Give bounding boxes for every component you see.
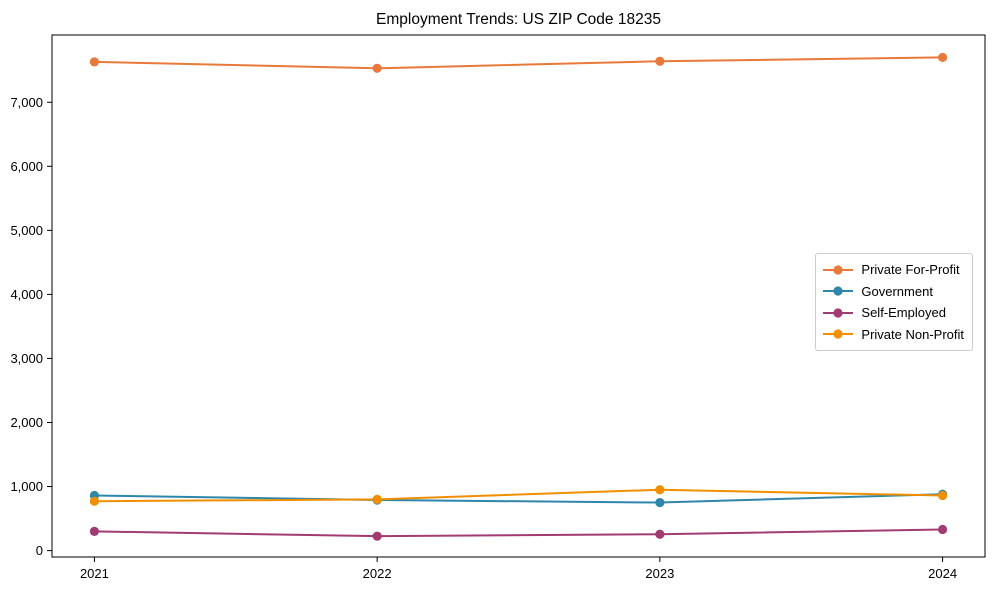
legend-marker-icon: [823, 265, 854, 275]
legend-label: Self-Employed: [861, 305, 946, 321]
y-tick-label: 6,000: [10, 159, 43, 174]
data-point-self-employed-2023: [655, 529, 665, 539]
legend-item: Private Non-Profit: [823, 324, 964, 346]
y-tick-label: 2,000: [10, 415, 43, 430]
data-point-private-non-profit-2022: [372, 494, 382, 504]
series-line-government: [94, 493, 943, 504]
y-tick-label: 0: [36, 543, 43, 558]
legend-dot: [833, 265, 844, 275]
series-line-private-for-profit: [94, 56, 943, 70]
legend-marker-icon: [823, 329, 854, 339]
legend-label: Government: [861, 283, 933, 299]
legend-dot: [833, 329, 844, 339]
data-point-self-employed-2022: [372, 531, 382, 541]
data-point-private-non-profit-2024: [937, 490, 948, 501]
legend-item: Private For-Profit: [823, 259, 964, 281]
data-point-private-for-profit-2024: [937, 52, 948, 63]
data-point-self-employed-2024: [937, 524, 948, 535]
y-tick-label: 7,000: [10, 95, 43, 110]
data-point-private-non-profit-2021: [89, 496, 100, 506]
legend: Private For-Profit Government Self-Employe…: [815, 253, 973, 351]
legend-label: Private For-Profit: [861, 262, 960, 278]
data-point-government-2023: [655, 497, 665, 508]
x-tick-label: 2023: [645, 566, 674, 581]
data-point-self-employed-2021: [89, 526, 100, 536]
y-tick-label: 5,000: [10, 223, 43, 238]
data-point-private-for-profit-2021: [89, 57, 100, 67]
y-tick-label: 1,000: [10, 479, 43, 494]
legend-item: Self-Employed: [823, 302, 964, 324]
legend-item: Government: [823, 281, 964, 303]
series-line-private-non-profit: [94, 488, 943, 503]
x-tick-label: 2021: [80, 566, 109, 581]
y-tick-label: 4,000: [10, 287, 43, 302]
data-point-private-for-profit-2022: [372, 63, 382, 73]
x-tick-label: 2022: [363, 566, 392, 581]
legend-dot: [833, 308, 844, 318]
legend-marker-icon: [823, 286, 854, 296]
series-line-self-employed: [94, 528, 943, 538]
chart-title: Employment Trends: US ZIP Code 18235: [376, 11, 661, 28]
x-tick-label: 2024: [928, 566, 957, 581]
data-point-private-for-profit-2023: [655, 56, 665, 66]
legend-dot: [833, 286, 844, 296]
data-point-private-non-profit-2023: [655, 485, 665, 495]
legend-label: Private Non-Profit: [861, 326, 964, 342]
legend-marker-icon: [823, 308, 854, 318]
y-tick-label: 3,000: [10, 351, 43, 366]
